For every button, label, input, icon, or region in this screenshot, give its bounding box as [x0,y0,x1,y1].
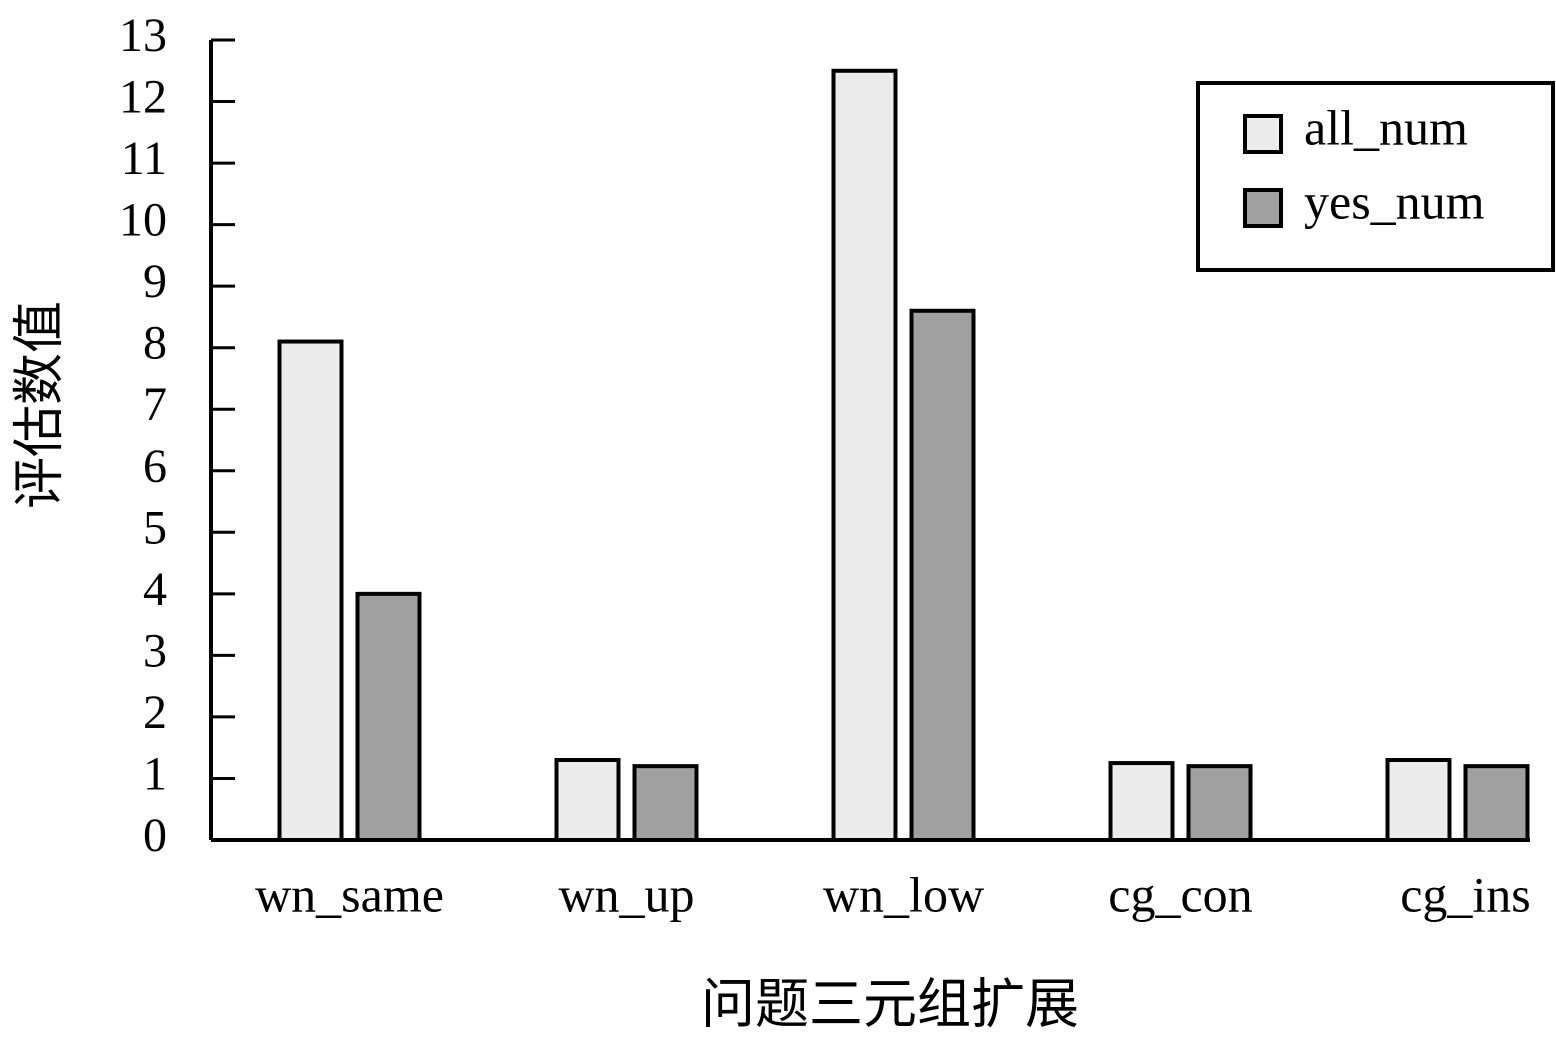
y-tick-label: 10 [119,194,167,247]
y-tick-label: 5 [143,501,167,554]
legend-swatch [1243,188,1283,228]
y-tick-label: 0 [143,809,167,862]
bar [277,339,344,842]
bar [632,764,699,843]
x-axis-label: 问题三元组扩展 [701,974,1079,1034]
bar [1463,764,1530,843]
x-tick-label: wn_up [558,866,694,922]
legend-swatch [1243,114,1283,154]
x-tick-label: cg_ins [1400,866,1531,922]
y-tick-label: 7 [143,378,167,431]
y-tick-label: 13 [119,9,167,62]
legend-label: all_num [1304,99,1468,155]
bar [1108,761,1175,842]
y-tick-label: 9 [143,255,167,308]
x-tick-label: cg_con [1108,866,1252,922]
bar [1186,764,1253,843]
y-tick-label: 3 [143,624,167,677]
y-tick-label: 1 [143,747,167,800]
y-tick-label: 2 [143,686,167,739]
y-axis-label: 评估数值 [12,301,69,509]
bar [554,758,621,842]
y-tick-label: 11 [121,132,167,185]
y-tick-label: 6 [143,440,167,493]
x-tick-label: wn_same [255,866,444,922]
bar [355,591,422,842]
bar [909,308,976,842]
x-tick-label: wn_low [823,866,984,922]
legend-label: yes_num [1304,173,1485,229]
bar [1385,758,1452,842]
y-tick-label: 8 [143,317,167,370]
y-tick-label: 4 [143,563,167,616]
bar [831,68,898,843]
y-tick-label: 12 [119,71,167,124]
